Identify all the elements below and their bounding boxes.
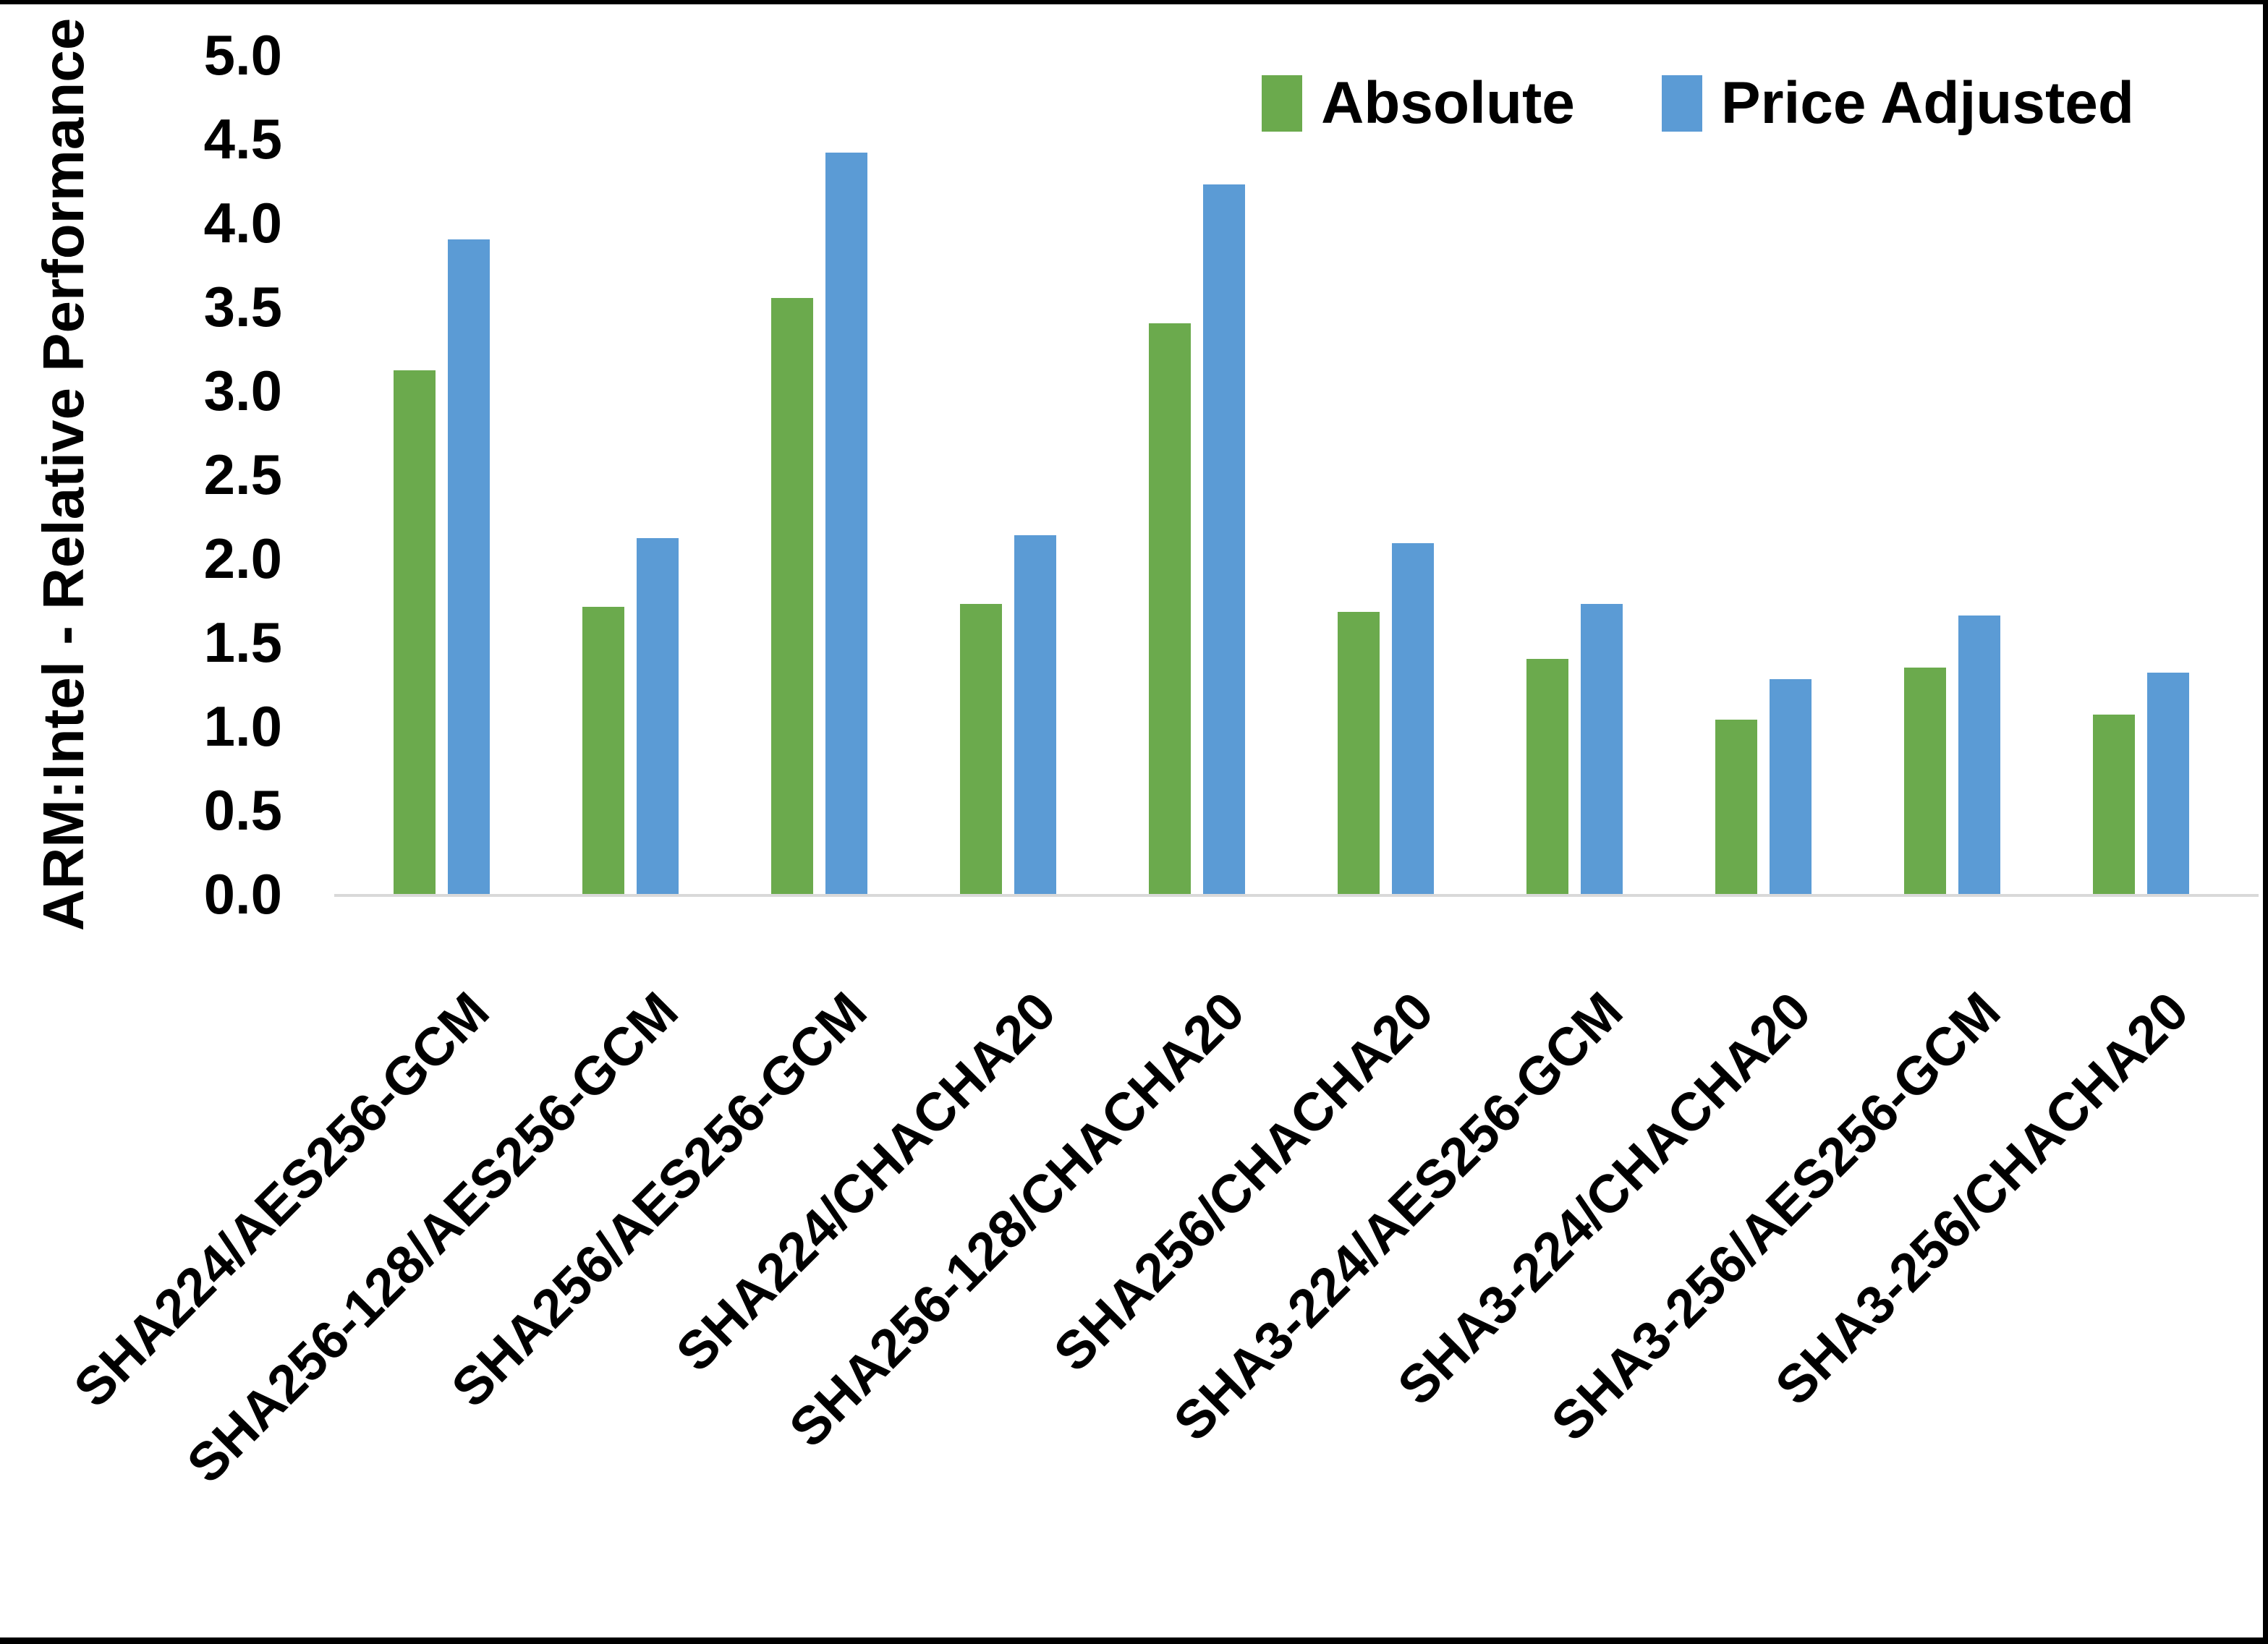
bar-group: [914, 55, 1103, 894]
bar-absolute: [1715, 719, 1757, 894]
bar-group: [1103, 55, 1291, 894]
bar-price-adjusted: [825, 152, 867, 894]
bar-price-adjusted: [1014, 534, 1056, 894]
y-tick-label: 1.0: [203, 694, 282, 758]
bar-absolute: [582, 607, 624, 894]
bar-price-adjusted: [1958, 615, 2000, 894]
bar-price-adjusted: [1203, 184, 1245, 894]
bar-price-adjusted: [2147, 672, 2189, 894]
bar-absolute: [1338, 612, 1380, 894]
legend-label: Absolute: [1321, 70, 1575, 136]
bar-group: [1669, 55, 1858, 894]
legend: Absolute Price Adjusted: [1262, 69, 2134, 137]
x-category-label-text: SHA256/CHACHA20: [1042, 980, 1445, 1383]
legend-item-absolute: Absolute: [1262, 69, 1575, 137]
bar-group: [536, 55, 725, 894]
bar-absolute: [771, 298, 813, 894]
legend-item-price-adjusted: Price Adjusted: [1661, 69, 2134, 137]
bar-absolute: [1904, 667, 1946, 894]
plot-area: [347, 55, 2235, 894]
y-tick-label: 3.0: [203, 359, 282, 422]
bar-group: [1291, 55, 1480, 894]
bar-groups: [347, 55, 2235, 894]
bar-group: [725, 55, 914, 894]
bar-price-adjusted: [637, 538, 679, 894]
y-tick-label: 3.5: [203, 275, 282, 338]
y-tick-label: 1.5: [203, 610, 282, 674]
bar-absolute: [2093, 714, 2135, 894]
y-tick-label: 0.0: [203, 862, 282, 926]
bar-absolute: [1149, 323, 1191, 894]
bar-price-adjusted: [1770, 679, 1812, 894]
bar-group: [1858, 55, 2047, 894]
y-tick-label: 2.5: [203, 443, 282, 506]
y-tick-label: 0.5: [203, 778, 282, 842]
bar-absolute: [960, 603, 1002, 894]
bar-price-adjusted: [448, 239, 490, 894]
x-category-label-text: SHA224/CHACHA20: [664, 980, 1067, 1383]
bar-price-adjusted: [1392, 543, 1434, 894]
legend-label: Price Adjusted: [1720, 70, 2134, 136]
legend-swatch-icon: [1262, 75, 1303, 132]
x-axis-line: [334, 894, 2259, 897]
y-tick-label: 5.0: [203, 23, 282, 87]
y-tick-label: 4.5: [203, 107, 282, 171]
y-tick-label: 4.0: [203, 191, 282, 255]
bar-group: [347, 55, 536, 894]
bar-group: [2047, 55, 2235, 894]
bar-price-adjusted: [1581, 603, 1623, 894]
legend-swatch-icon: [1661, 75, 1702, 132]
bar-group: [1480, 55, 1669, 894]
bar-absolute: [394, 370, 436, 894]
y-tick-label: 2.0: [203, 527, 282, 590]
bar-absolute: [1526, 659, 1568, 894]
